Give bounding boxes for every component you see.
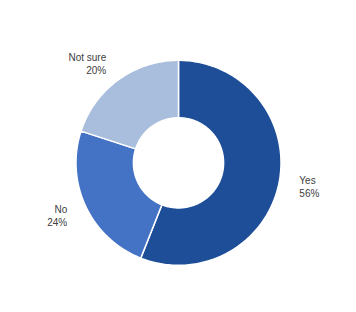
svg-text:No24%: No24% [47, 204, 67, 228]
svg-text:Not sure20%: Not sure20% [68, 52, 106, 76]
svg-text:Yes56%: Yes56% [299, 175, 319, 199]
